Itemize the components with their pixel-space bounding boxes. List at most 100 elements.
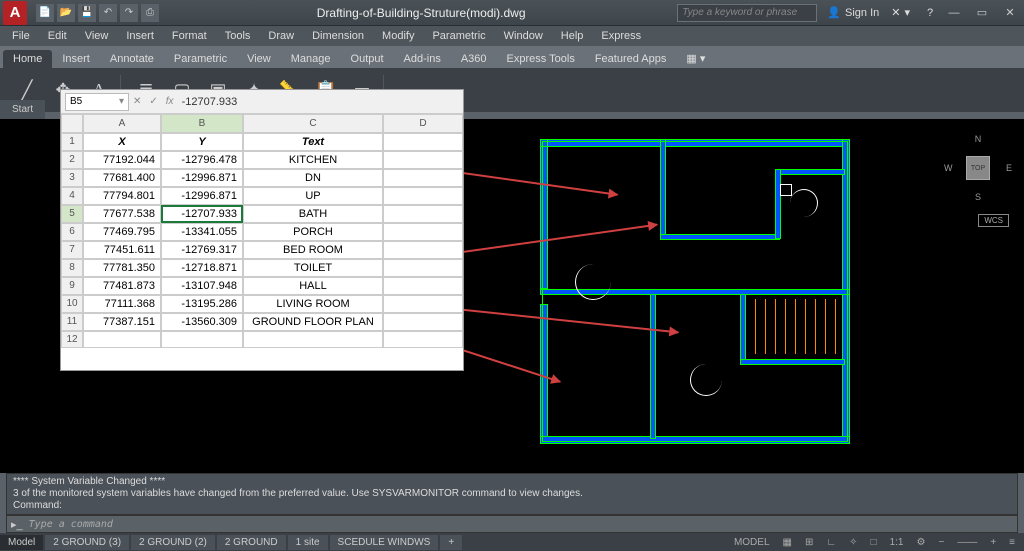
tab-annotate[interactable]: Annotate [100,50,164,68]
cell[interactable]: GROUND FLOOR PLAN [243,313,383,331]
cell[interactable]: -13560.309 [161,313,243,331]
menu-file[interactable]: File [4,28,38,44]
tab-a360[interactable]: A360 [451,50,497,68]
col-c[interactable]: C [243,114,383,133]
cell[interactable]: -12718.871 [161,259,243,277]
cancel-icon[interactable]: ✕ [133,96,141,107]
excel-window[interactable]: B5▾ ✕ ✓ fx -12707.933 A B C D 1 X Y Text… [60,89,464,371]
header-text[interactable]: Text [243,133,383,151]
menu-express[interactable]: Express [593,28,649,44]
cell[interactable]: -13341.055 [161,223,243,241]
tab-express[interactable]: Express Tools [497,50,585,68]
menu-modify[interactable]: Modify [374,28,422,44]
zoom-in-icon[interactable]: + [985,537,1001,548]
cell[interactable] [383,331,463,348]
cell[interactable] [383,295,463,313]
cell[interactable]: BATH [243,205,383,223]
compass-w[interactable]: W [944,163,953,173]
scale-label[interactable]: 1:1 [885,537,909,548]
help-icon[interactable]: ? [920,7,940,19]
row-12[interactable]: 12 [61,331,83,348]
cell[interactable]: PORCH [243,223,383,241]
cell[interactable] [243,331,383,348]
cell[interactable] [383,313,463,331]
col-b[interactable]: B [161,114,243,133]
snap-icon[interactable]: ⊞ [800,537,818,548]
col-d[interactable]: D [383,114,463,133]
cell[interactable]: 77481.873 [83,277,161,295]
layout-tab[interactable]: SCEDULE WINDWS [330,535,439,550]
maximize-button[interactable]: ▭ [968,0,996,26]
save-icon[interactable]: 💾 [78,4,96,22]
cell[interactable]: BED ROOM [243,241,383,259]
command-history[interactable]: **** System Variable Changed **** 3 of t… [6,473,1018,515]
cell[interactable]: -13107.948 [161,277,243,295]
cell[interactable] [383,241,463,259]
cell[interactable]: -12996.871 [161,187,243,205]
signin-button[interactable]: 👤 Sign In ✕ ▾ [817,6,920,19]
add-layout-button[interactable]: + [440,535,462,550]
start-tab[interactable]: Start [0,100,45,119]
header-x[interactable]: X [83,133,161,151]
cell[interactable]: UP [243,187,383,205]
cell[interactable] [383,205,463,223]
layout-tab[interactable]: 2 GROUND (3) [45,535,129,550]
tab-model[interactable]: Model [0,535,43,550]
cell[interactable] [83,331,161,348]
tab-addins[interactable]: Add-ins [394,50,451,68]
redo-icon[interactable]: ↷ [120,4,138,22]
viewcube[interactable]: N S E W TOP [944,134,1012,202]
cell[interactable] [383,187,463,205]
row-4[interactable]: 4 [61,187,83,205]
row-5[interactable]: 5 [61,205,83,223]
cell[interactable]: 77677.538 [83,205,161,223]
tab-featured[interactable]: Featured Apps [585,50,677,68]
layout-tab[interactable]: 1 site [288,535,328,550]
header-y[interactable]: Y [161,133,243,151]
cell[interactable] [383,169,463,187]
row-6[interactable]: 6 [61,223,83,241]
cell[interactable] [383,259,463,277]
enter-icon[interactable]: ✓ [149,96,157,107]
row-3[interactable]: 3 [61,169,83,187]
menu-view[interactable]: View [77,28,117,44]
cell[interactable]: -13195.286 [161,295,243,313]
cell[interactable]: 77387.151 [83,313,161,331]
osnap-icon[interactable]: □ [866,537,882,548]
tab-extra-icon[interactable]: ▦ ▾ [676,49,715,68]
compass-s[interactable]: S [975,192,981,202]
cell[interactable]: 77469.795 [83,223,161,241]
cell[interactable]: 77451.611 [83,241,161,259]
row-11[interactable]: 11 [61,313,83,331]
cell[interactable]: 77781.350 [83,259,161,277]
menu-dimension[interactable]: Dimension [304,28,372,44]
row-1[interactable]: 1 [61,133,83,151]
polar-icon[interactable]: ✧ [844,537,862,548]
row-2[interactable]: 2 [61,151,83,169]
minimize-button[interactable]: — [940,0,968,26]
compass-n[interactable]: N [975,134,982,144]
tab-manage[interactable]: Manage [281,50,341,68]
menu-window[interactable]: Window [496,28,551,44]
formula-value[interactable]: -12707.933 [182,96,238,108]
menu-edit[interactable]: Edit [40,28,75,44]
cell[interactable]: KITCHEN [243,151,383,169]
new-icon[interactable]: 📄 [36,4,54,22]
active-cell[interactable]: -12707.933 [161,205,243,223]
excel-grid[interactable]: A B C D 1 X Y Text 2 77192.044 -12796.47… [61,114,463,348]
select-all[interactable] [61,114,83,133]
close-button[interactable]: ✕ [996,0,1024,26]
cell[interactable]: 77192.044 [83,151,161,169]
zoom-out-icon[interactable]: − [933,537,949,548]
cell[interactable] [383,223,463,241]
menu-help[interactable]: Help [553,28,592,44]
tab-view[interactable]: View [237,50,281,68]
cell[interactable] [161,331,243,348]
viewcube-top[interactable]: TOP [966,156,990,180]
undo-icon[interactable]: ↶ [99,4,117,22]
print-icon[interactable]: ⎙ [141,4,159,22]
menu-draw[interactable]: Draw [260,28,302,44]
cell[interactable] [383,277,463,295]
menu-format[interactable]: Format [164,28,215,44]
compass-e[interactable]: E [1006,163,1012,173]
